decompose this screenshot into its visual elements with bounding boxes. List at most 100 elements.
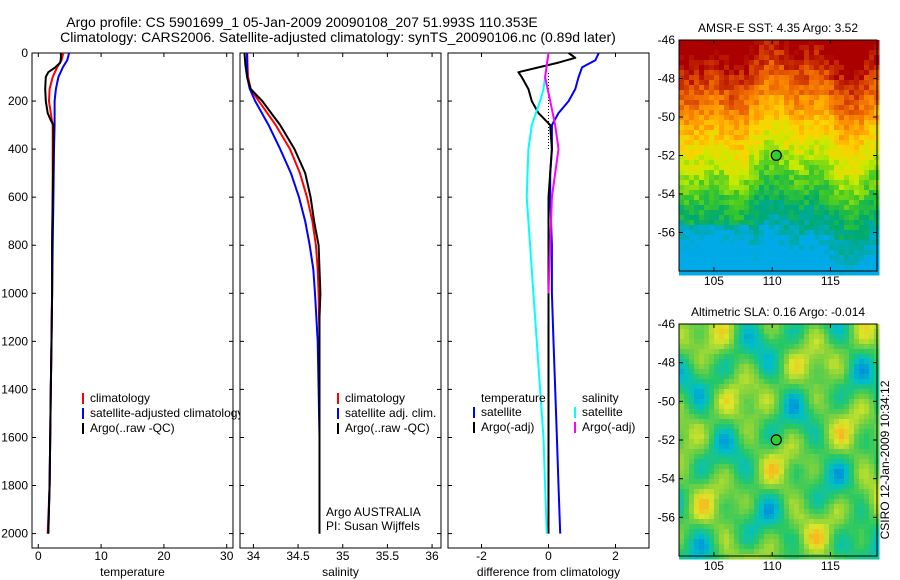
heatmap-cell: [794, 250, 800, 256]
heatmap-cell: [794, 110, 800, 116]
heatmap-cell: [769, 329, 775, 335]
heatmap-cell: [709, 349, 715, 355]
heatmap-cell: [809, 354, 815, 360]
heatmap-cell: [689, 499, 695, 505]
heatmap-cell: [784, 404, 790, 410]
heatmap-cell: [774, 444, 780, 450]
heatmap-cell: [789, 424, 795, 430]
heatmap-cell: [859, 469, 865, 475]
heatmap-cell: [709, 414, 715, 420]
heatmap-cell: [699, 534, 705, 540]
heatmap-cell: [699, 250, 705, 256]
heatmap-cell: [749, 70, 755, 76]
heatmap-cell: [834, 40, 840, 46]
heatmap-cell: [809, 245, 815, 251]
heatmap-cell: [729, 50, 735, 56]
annotation-text: Argo AUSTRALIA: [326, 505, 421, 519]
heatmap-cell: [849, 424, 855, 430]
heatmap-cell: [864, 135, 870, 141]
heatmap-cell: [729, 474, 735, 480]
heatmap-cell: [714, 469, 720, 475]
heatmap-cell: [849, 519, 855, 525]
heatmap-cell: [719, 125, 725, 131]
heatmap-cell: [819, 369, 825, 375]
heatmap-cell: [724, 50, 730, 56]
heatmap-cell: [869, 349, 875, 355]
heatmap-cell: [839, 265, 845, 271]
heatmap-cell: [794, 339, 800, 345]
heatmap-cell: [839, 175, 845, 181]
heatmap-cell: [794, 140, 800, 146]
heatmap-cell: [829, 329, 835, 335]
heatmap-cell: [684, 444, 690, 450]
heatmap-cell: [724, 175, 730, 181]
heatmap-cell: [684, 454, 690, 460]
heatmap-cell: [754, 329, 760, 335]
heatmap-cell: [809, 404, 815, 410]
heatmap-cell: [864, 45, 870, 51]
heatmap-cell: [849, 120, 855, 126]
heatmap-cell: [784, 324, 790, 330]
heatmap-cell: [864, 180, 870, 186]
heatmap-cell: [794, 524, 800, 530]
heatmap-cell: [814, 359, 820, 365]
heatmap-cell: [869, 484, 875, 490]
heatmap-cell: [759, 170, 765, 176]
heatmap-cell: [789, 474, 795, 480]
heatmap-cell: [724, 45, 730, 51]
y-tick-label: -50: [658, 394, 676, 408]
heatmap-cell: [864, 489, 870, 495]
heatmap-cell: [754, 449, 760, 455]
heatmap-cell: [759, 190, 765, 196]
heatmap-cell: [869, 424, 875, 430]
heatmap-cell: [799, 90, 805, 96]
heatmap-cell: [789, 419, 795, 425]
heatmap-cell: [759, 454, 765, 460]
heatmap-cell: [834, 145, 840, 151]
heatmap-cell: [794, 369, 800, 375]
heatmap-cell: [729, 225, 735, 231]
heatmap-cell: [749, 235, 755, 241]
heatmap-cell: [734, 404, 740, 410]
heatmap-cell: [804, 539, 810, 545]
heatmap-cell: [689, 230, 695, 236]
heatmap-cell: [749, 240, 755, 246]
heatmap-cell: [829, 389, 835, 395]
heatmap-cell: [809, 329, 815, 335]
heatmap-cell: [779, 160, 785, 166]
heatmap-cell: [769, 354, 775, 360]
heatmap-cell: [734, 459, 740, 465]
heatmap-cell: [819, 324, 825, 330]
heatmap-cell: [849, 250, 855, 256]
heatmap-cell: [789, 270, 795, 276]
heatmap-cell: [729, 190, 735, 196]
heatmap-cell: [854, 484, 860, 490]
heatmap-cell: [734, 255, 740, 261]
heatmap-cell: [864, 65, 870, 71]
heatmap-cell: [704, 60, 710, 66]
heatmap-cell: [779, 359, 785, 365]
heatmap-cell: [689, 205, 695, 211]
heatmap-cell: [684, 165, 690, 171]
heatmap-cell: [789, 250, 795, 256]
heatmap-cell: [779, 45, 785, 51]
heatmap-cell: [869, 414, 875, 420]
heatmap-cell: [819, 409, 825, 415]
heatmap-cell: [749, 394, 755, 400]
heatmap-cell: [764, 250, 770, 256]
heatmap-cell: [844, 95, 850, 101]
heatmap-cell: [709, 70, 715, 76]
heatmap-cell: [729, 70, 735, 76]
heatmap-cell: [869, 449, 875, 455]
heatmap-cell: [744, 469, 750, 475]
y-tick-label: 2000: [1, 527, 28, 541]
heatmap-cell: [844, 165, 850, 171]
heatmap-cell: [789, 100, 795, 106]
heatmap-cell: [744, 454, 750, 460]
heatmap-cell: [689, 529, 695, 535]
heatmap-cell: [779, 354, 785, 360]
heatmap-cell: [734, 260, 740, 266]
heatmap-cell: [829, 100, 835, 106]
heatmap-cell: [794, 145, 800, 151]
heatmap-cell: [749, 95, 755, 101]
